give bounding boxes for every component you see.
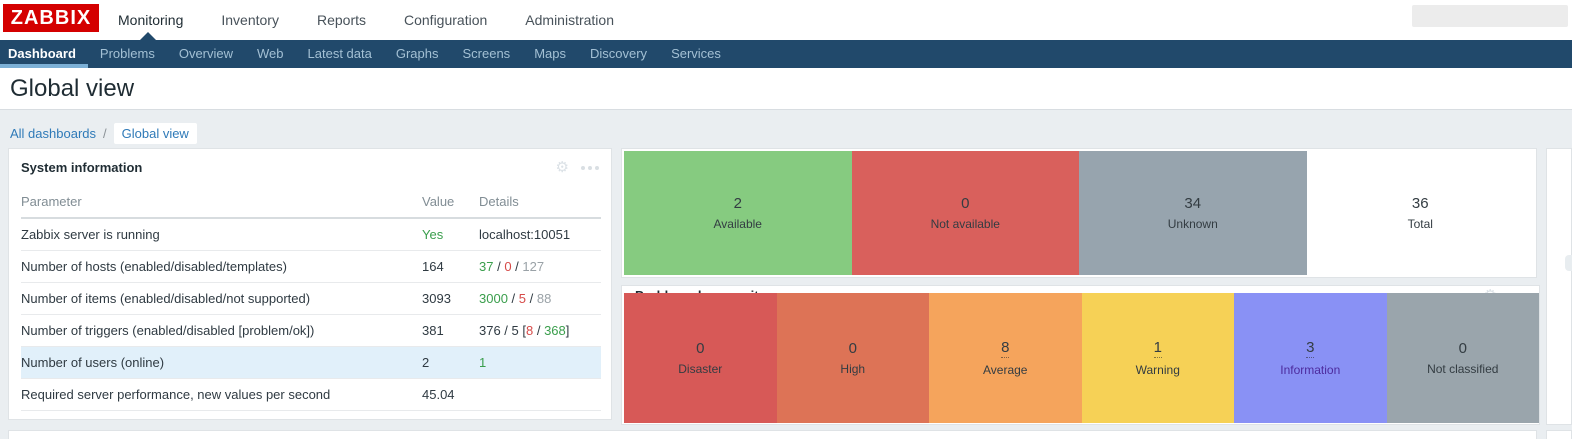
table-row: Required server performance, new values … bbox=[21, 378, 601, 411]
host-count: 2 bbox=[733, 195, 742, 212]
widget-right-partial bbox=[1546, 148, 1572, 425]
host-label: Total bbox=[1407, 217, 1433, 231]
host-avail-cell-available[interactable]: 2 Available bbox=[624, 151, 852, 275]
more-icon[interactable] bbox=[581, 165, 599, 170]
severity-cell-information[interactable]: 3 Information bbox=[1234, 293, 1387, 423]
host-avail-cell-not-available[interactable]: 0 Not available bbox=[851, 151, 1079, 275]
widget-system-information: System information ⚙ Parameter Value Det… bbox=[8, 148, 612, 420]
main-menu: Monitoring Inventory Reports Configurati… bbox=[118, 0, 652, 40]
value-cell: 45.04 bbox=[422, 378, 479, 411]
severity-count: 0 bbox=[848, 340, 857, 357]
severity-cell-not-classified[interactable]: 0 Not classified bbox=[1386, 293, 1539, 423]
clock-icon bbox=[1565, 255, 1572, 271]
table-row: Number of hosts (enabled/disabled/templa… bbox=[21, 250, 601, 283]
host-count: 36 bbox=[1411, 195, 1429, 212]
subnav-item-screens[interactable]: Screens bbox=[462, 46, 511, 61]
menu-item-reports[interactable]: Reports bbox=[316, 12, 366, 28]
details-cell: 3000 / 5 / 88 bbox=[479, 282, 601, 315]
severity-label: Warning bbox=[1135, 363, 1180, 377]
table-row: Zabbix server is running Yes localhost:1… bbox=[21, 218, 601, 251]
value-cell: 3093 bbox=[422, 282, 479, 315]
host-avail-cell-total[interactable]: 36 Total bbox=[1306, 151, 1534, 275]
value-cell: 2 bbox=[422, 346, 479, 379]
severity-label: Information bbox=[1280, 363, 1341, 377]
subnav-item-overview[interactable]: Overview bbox=[178, 46, 234, 61]
severity-count-link[interactable]: 8 bbox=[1001, 339, 1010, 358]
severity-cell-high[interactable]: 0 High bbox=[776, 293, 929, 423]
value-cell: 164 bbox=[422, 250, 479, 283]
host-label: Available bbox=[713, 217, 762, 231]
table-row: Number of triggers (enabled/disabled [pr… bbox=[21, 314, 601, 347]
breadcrumb: All dashboards / Global view bbox=[10, 123, 197, 144]
host-label: Not available bbox=[930, 217, 1000, 231]
gear-icon[interactable]: ⚙ bbox=[555, 159, 569, 176]
active-menu-caret-icon bbox=[140, 32, 156, 40]
title-bar: Global view bbox=[0, 68, 1572, 110]
column-header-parameter: Parameter bbox=[21, 189, 422, 219]
subnav-item-dashboard[interactable]: Dashboard bbox=[0, 40, 88, 68]
subnav-item-services[interactable]: Services bbox=[671, 46, 721, 61]
severity-label: Average bbox=[983, 363, 1028, 377]
widget-bottom-right-partial bbox=[1546, 430, 1572, 439]
breadcrumb-all-dashboards-link[interactable]: All dashboards bbox=[10, 126, 96, 141]
severity-label: High bbox=[840, 362, 866, 376]
param-cell: Number of users (online) bbox=[21, 346, 422, 379]
system-information-table: Parameter Value Details Zabbix server is… bbox=[21, 189, 601, 411]
system-information-title: System information bbox=[21, 160, 143, 175]
page-title: Global view bbox=[10, 75, 135, 102]
host-label: Unknown bbox=[1167, 217, 1218, 231]
column-header-details: Details bbox=[479, 189, 601, 219]
severity-count: 0 bbox=[696, 340, 705, 357]
severity-count-link[interactable]: 1 bbox=[1153, 339, 1162, 358]
breadcrumb-current-chip[interactable]: Global view bbox=[113, 123, 197, 144]
value-cell: 381 bbox=[422, 314, 479, 347]
menu-item-inventory[interactable]: Inventory bbox=[221, 12, 279, 28]
subnav-item-problems[interactable]: Problems bbox=[99, 46, 155, 61]
severity-cell-warning[interactable]: 1 Warning bbox=[1081, 293, 1234, 423]
host-avail-cell-unknown[interactable]: 34 Unknown bbox=[1079, 151, 1307, 275]
details-cell: 1 bbox=[479, 346, 601, 379]
top-header: ZABBIX Monitoring Inventory Reports Conf… bbox=[0, 0, 1572, 40]
severity-count: 0 bbox=[1458, 340, 1467, 357]
menu-item-administration[interactable]: Administration bbox=[525, 12, 614, 28]
param-cell: Number of items (enabled/disabled/not su… bbox=[21, 282, 422, 315]
monitoring-subnav: Dashboard Problems Overview Web Latest d… bbox=[0, 40, 1572, 68]
details-cell bbox=[479, 378, 601, 411]
widget-host-availability: 2 Available 0 Not available 34 Unknown 3… bbox=[621, 148, 1537, 278]
breadcrumb-separator: / bbox=[103, 126, 107, 141]
subnav-item-latest-data[interactable]: Latest data bbox=[307, 46, 372, 61]
subnav-item-web[interactable]: Web bbox=[257, 46, 284, 61]
subnav-item-discovery[interactable]: Discovery bbox=[589, 46, 648, 61]
search-input[interactable] bbox=[1412, 5, 1568, 27]
param-cell: Number of triggers (enabled/disabled [pr… bbox=[21, 314, 422, 347]
widget-problems-by-severity: Problems by severity ⚙ 0 Disaster 0 High… bbox=[621, 285, 1540, 425]
severity-cell-disaster[interactable]: 0 Disaster bbox=[624, 293, 777, 423]
menu-item-configuration[interactable]: Configuration bbox=[404, 12, 488, 28]
menu-item-monitoring[interactable]: Monitoring bbox=[118, 12, 184, 28]
column-header-value: Value bbox=[422, 189, 479, 219]
details-cell: 37 / 0 / 127 bbox=[479, 250, 601, 283]
widget-bottom-partial bbox=[8, 430, 1537, 439]
zabbix-logo[interactable]: ZABBIX bbox=[3, 4, 99, 32]
host-count: 0 bbox=[961, 195, 970, 212]
param-cell: Required server performance, new values … bbox=[21, 378, 422, 411]
severity-count-link[interactable]: 3 bbox=[1306, 339, 1315, 358]
details-cell: localhost:10051 bbox=[479, 218, 601, 251]
severity-label: Not classified bbox=[1427, 362, 1499, 376]
severity-cell-average[interactable]: 8 Average bbox=[929, 293, 1082, 423]
details-cell: 376 / 5 [8 / 368] bbox=[479, 314, 601, 347]
table-row: Number of items (enabled/disabled/not su… bbox=[21, 282, 601, 315]
table-row: Number of users (online) 2 1 bbox=[21, 346, 601, 379]
subnav-item-graphs[interactable]: Graphs bbox=[395, 46, 439, 61]
param-cell: Number of hosts (enabled/disabled/templa… bbox=[21, 250, 422, 283]
host-count: 34 bbox=[1184, 195, 1202, 212]
param-cell: Zabbix server is running bbox=[21, 218, 422, 251]
severity-label: Disaster bbox=[678, 362, 723, 376]
value-cell: Yes bbox=[422, 218, 479, 251]
subnav-item-maps[interactable]: Maps bbox=[534, 46, 566, 61]
